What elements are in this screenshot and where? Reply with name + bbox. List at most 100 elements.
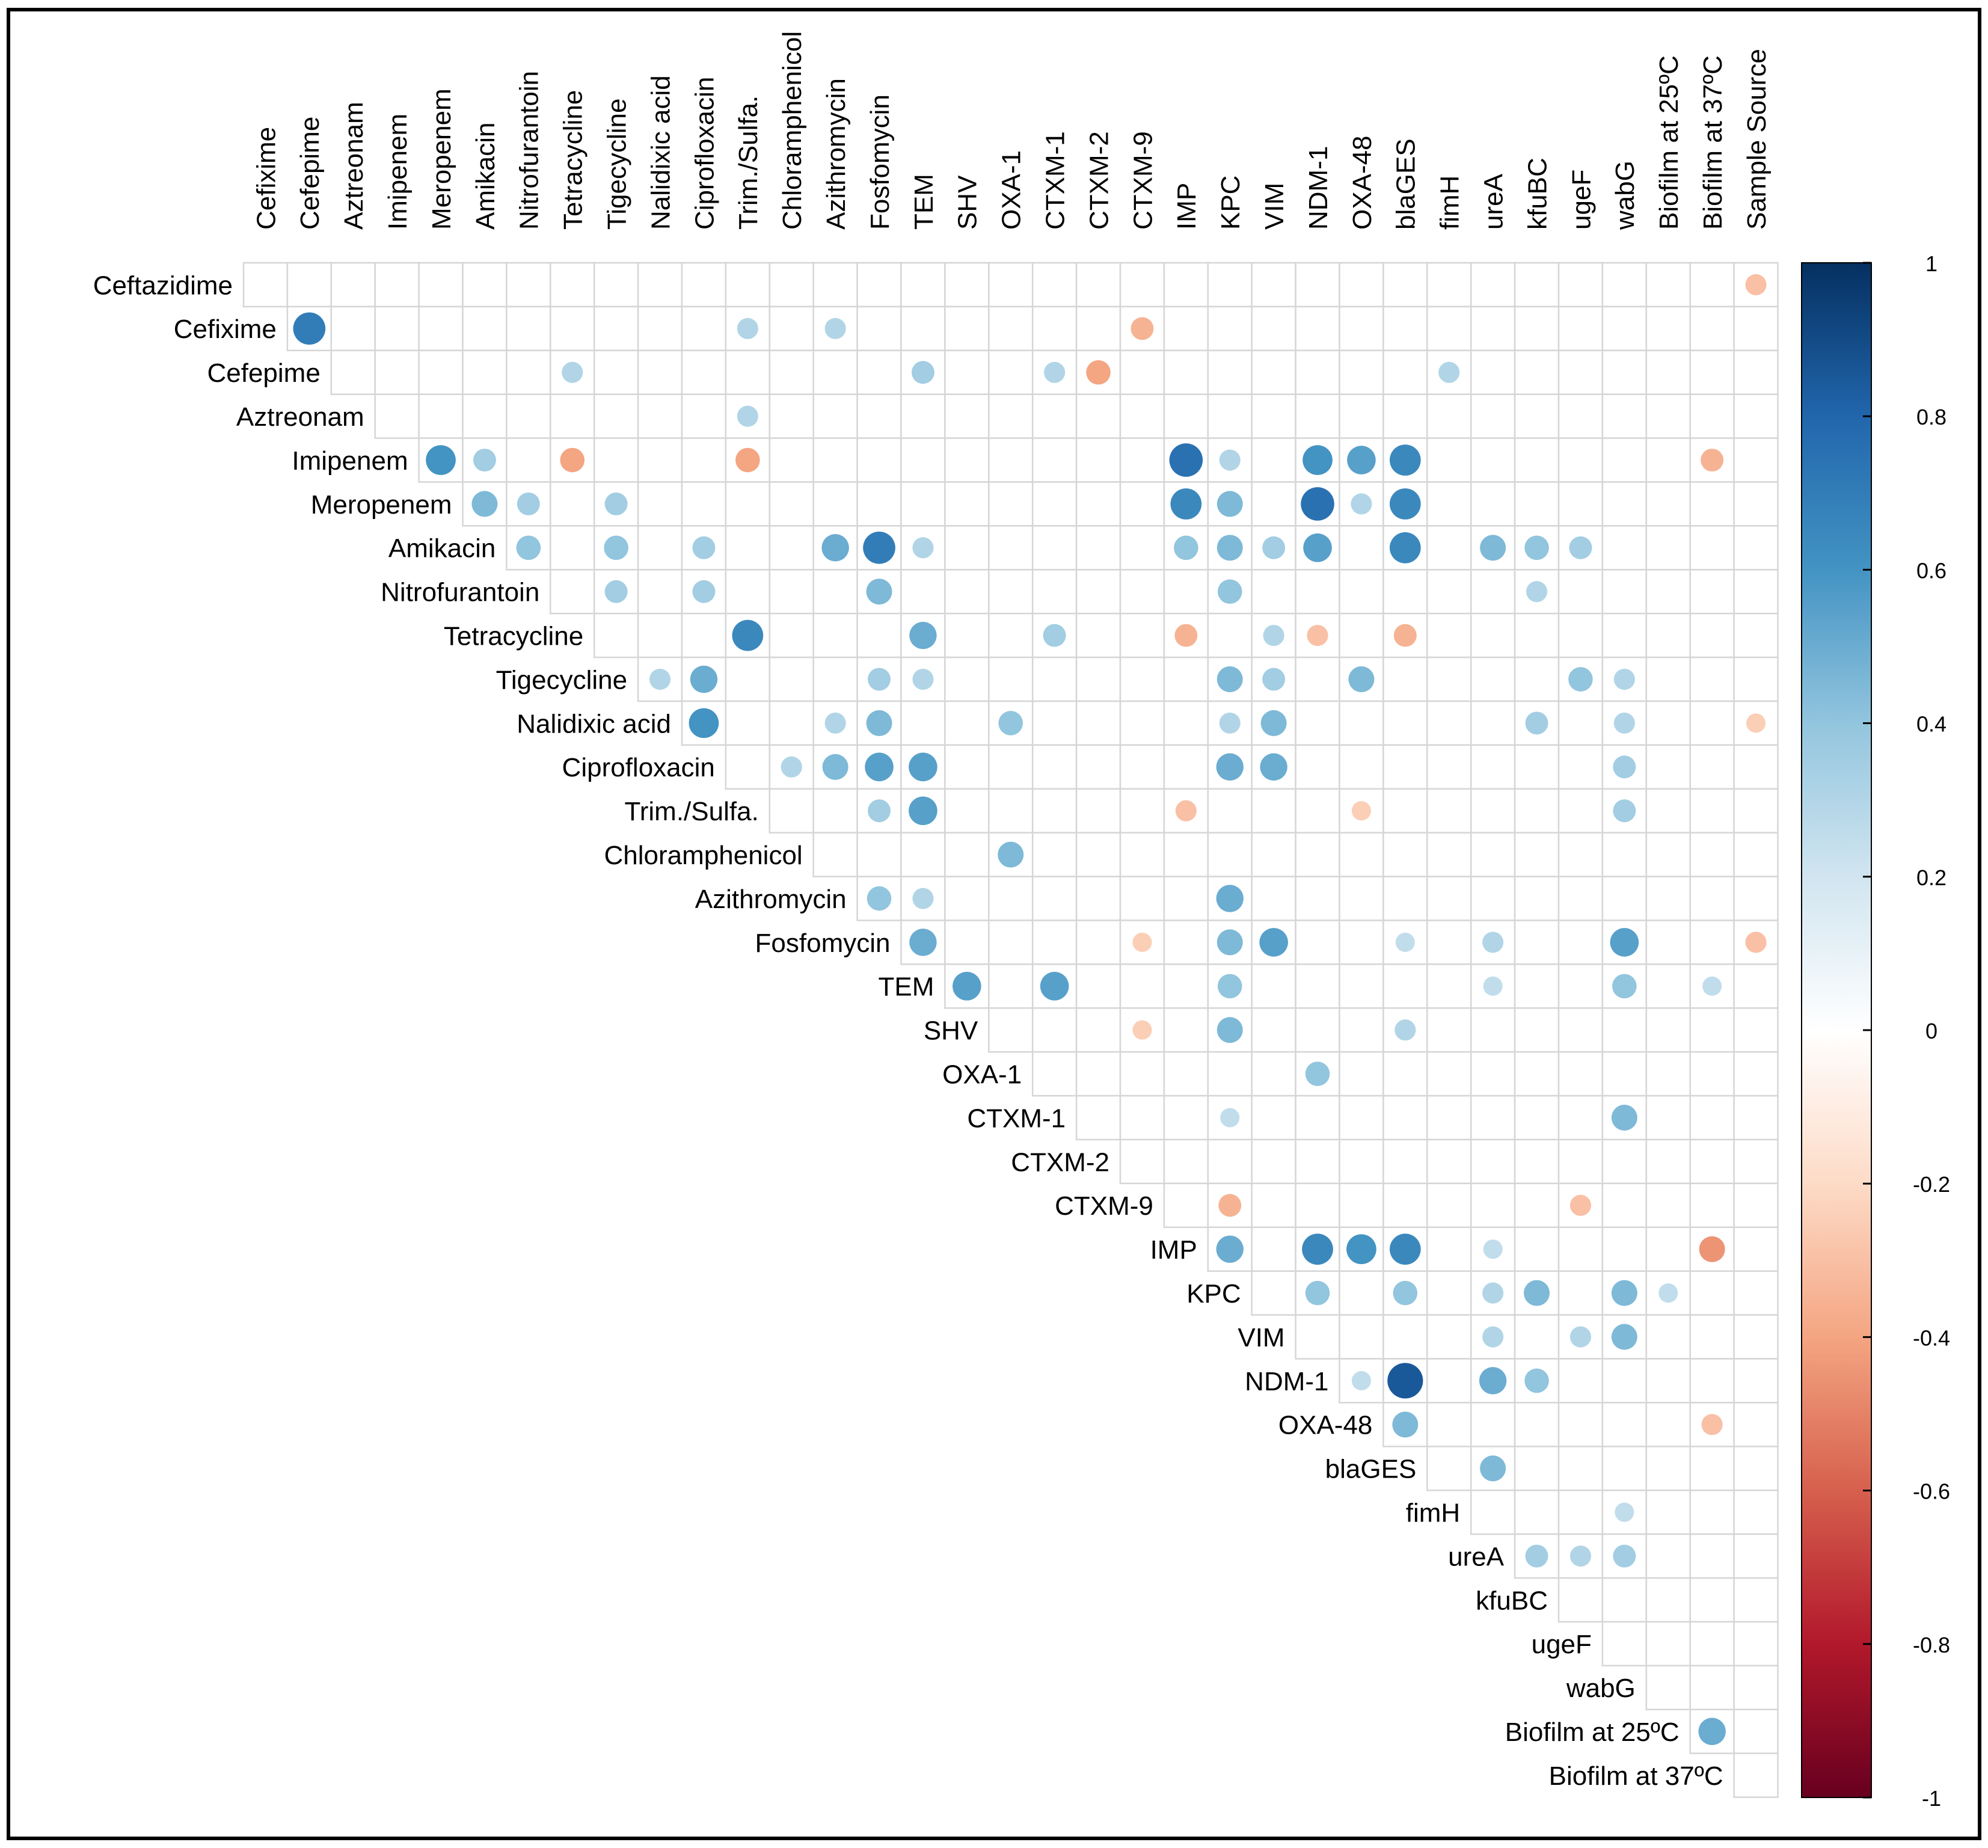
row-label-ctxm-1: CTXM-1 (967, 1104, 1066, 1133)
grid-cell (856, 437, 902, 483)
row-label-cefixime: Cefixime (174, 315, 277, 344)
corr-circle-imp-x-urea (1483, 1239, 1503, 1259)
row-label-fosfomycin: Fosfomycin (755, 929, 891, 958)
colorbar-tick-label: -0.6 (1913, 1479, 1950, 1504)
grid-cell (1075, 481, 1121, 527)
grid-cell (812, 481, 858, 527)
grid-cell (1514, 788, 1560, 833)
col-label-ndm-1: NDM-1 (1304, 146, 1333, 230)
colorbar (1801, 262, 1872, 1798)
corr-circle-urea-x-ugef (1569, 1545, 1592, 1567)
corr-circle-tigecycline-x-nalidixic-acid (649, 668, 671, 690)
corr-circle-meropenem-x-tigecycline (604, 492, 628, 515)
corr-circle-chloramphenicol-x-oxa-1 (998, 841, 1024, 868)
grid-cell (769, 788, 814, 833)
grid-cell (988, 437, 1034, 483)
col-label-cefepime: Cefepime (295, 117, 325, 230)
grid-cell (1382, 1051, 1428, 1097)
corr-circle-imp-x-ndm-1 (1302, 1233, 1333, 1265)
grid-cell (1514, 1402, 1560, 1447)
grid-cell (1645, 569, 1691, 615)
col-label-tetracycline: Tetracycline (559, 90, 588, 230)
corr-circle-aztreonam-x-trim-sulfa (737, 405, 758, 427)
colorbar-tick-label: 0.2 (1916, 865, 1947, 890)
corr-circle-imipenem-x-ndm-1 (1302, 445, 1333, 475)
grid-cell (769, 437, 814, 483)
grid-cell (1119, 393, 1165, 439)
grid-cell (374, 262, 420, 308)
grid-cell (1339, 262, 1384, 308)
grid-cell (725, 262, 771, 308)
grid-cell (1163, 349, 1209, 395)
grid-cell (1557, 437, 1604, 483)
corr-circle-amikacin-x-kpc (1216, 535, 1243, 561)
grid-cell (1426, 569, 1472, 615)
grid-cell (1689, 1094, 1735, 1141)
grid-cell (1339, 349, 1384, 395)
corr-circle-imipenem-x-meropenem (426, 445, 456, 475)
grid-cell (1426, 1051, 1472, 1097)
corr-circle-meropenem-x-blages (1389, 488, 1421, 520)
row-label-tetracycline: Tetracycline (444, 621, 583, 651)
grid-cell (1514, 919, 1560, 965)
grid-cell (1689, 832, 1735, 877)
correlation-circles (293, 274, 1767, 1745)
colorbar-tick-label: 0.4 (1916, 712, 1947, 737)
row-label-amikacin: Amikacin (388, 534, 496, 563)
grid-cell (1689, 788, 1735, 833)
grid-cell (1382, 1094, 1428, 1141)
grid-cell (1557, 393, 1604, 439)
grid-cell (900, 832, 946, 877)
col-label-trim-sulfa: Trim./Sulfa. (734, 96, 763, 230)
grid-cell (1733, 1665, 1779, 1710)
corr-circle-vim-x-wabg (1611, 1324, 1637, 1350)
grid-cell (1557, 1577, 1604, 1623)
grid-cell (812, 832, 858, 877)
grid-cell (1557, 569, 1604, 615)
grid-cell (1119, 262, 1165, 308)
corr-circle-nalidixic-acid-x-wabg (1613, 712, 1635, 734)
grid-cell (1163, 700, 1209, 746)
corr-circle-cefepime-x-ctxm-1 (1044, 361, 1066, 383)
grid-cell (1295, 832, 1340, 877)
grid-cell (1733, 1446, 1779, 1491)
grid-cell (1119, 963, 1165, 1009)
row-label-azithromycin: Azithromycin (695, 885, 847, 914)
grid-cell (637, 349, 683, 395)
grid-cell (988, 262, 1034, 308)
grid-cell (856, 393, 902, 439)
grid-cell (462, 262, 508, 308)
grid-cell (1557, 700, 1604, 746)
grid-cell (1426, 305, 1472, 352)
col-label-nitrofurantoin: Nitrofurantoin (515, 71, 544, 230)
corr-circle-nalidixic-acid-x-kfubc (1525, 711, 1548, 735)
grid-cell (1426, 1094, 1472, 1141)
grid-cell (1426, 919, 1472, 965)
grid-cell (1075, 788, 1121, 833)
corr-circle-tetracycline-x-vim (1263, 625, 1284, 646)
corr-circle-fosfomycin-x-tem (909, 929, 937, 956)
corr-circle-tigecycline-x-oxa-48 (1348, 666, 1375, 693)
grid-cell (944, 262, 990, 308)
grid-cell (1689, 1665, 1735, 1710)
grid-cell (1601, 1402, 1648, 1447)
grid-cell (1295, 569, 1340, 615)
grid-cell (1733, 1182, 1779, 1229)
grid-cell (1645, 1446, 1691, 1491)
grid-cell (1031, 1007, 1078, 1053)
grid-cell (725, 700, 771, 746)
grid-cell (1601, 612, 1648, 658)
grid-cell (1645, 832, 1691, 877)
grid-cell (944, 569, 990, 615)
grid-cell (1601, 437, 1648, 483)
corr-circle-ndm-1-x-kfubc (1524, 1368, 1549, 1393)
grid-cell (1382, 700, 1428, 746)
grid-cell (550, 481, 595, 527)
grid-cell (1075, 832, 1121, 877)
grid-cell (1733, 832, 1779, 877)
grid-cell (1426, 1182, 1472, 1229)
grid-cell (769, 481, 814, 527)
corr-circle-cefixime-x-cefepime (293, 312, 326, 345)
grid-cell (1645, 1007, 1691, 1053)
